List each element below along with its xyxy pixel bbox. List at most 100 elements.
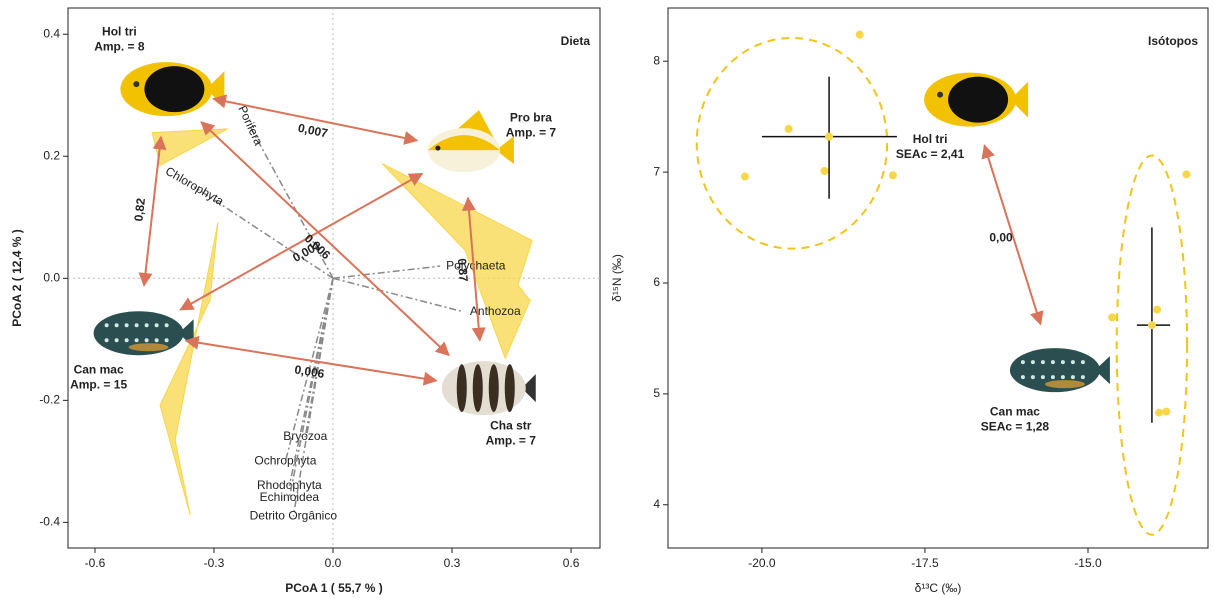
x-tick-label: 0.3: [444, 556, 461, 570]
fish-part: [1031, 375, 1035, 379]
fish-part: [105, 338, 109, 342]
fish-part: [1041, 360, 1045, 364]
group-label: Amp. = 7: [486, 433, 537, 447]
x-tick-label: -0.3: [204, 556, 225, 570]
group-label: Amp. = 7: [506, 125, 557, 139]
point: [1108, 313, 1116, 321]
fish-part: [144, 66, 204, 112]
fish-part: [155, 338, 159, 342]
fish-part: [165, 323, 169, 327]
group-name: Can mac: [74, 362, 124, 376]
fish-part: [125, 338, 129, 342]
fish-part: [129, 343, 169, 351]
mean-point: [825, 133, 833, 141]
group-name: Cha str: [490, 418, 532, 432]
group-name: Hol tri: [913, 132, 948, 146]
link-label: 0,007: [297, 121, 330, 141]
y-tick-label: 0.2: [43, 148, 60, 162]
fish-part: [1021, 360, 1025, 364]
link-label: 0,00: [989, 231, 1013, 245]
panel-title: Dieta: [561, 34, 591, 48]
fish-part: [115, 338, 119, 342]
fish-part: [105, 323, 109, 327]
point: [741, 173, 749, 181]
loading-label: Porifera: [235, 103, 266, 147]
hull: [152, 129, 228, 166]
link-label: 0,006: [294, 362, 326, 381]
point: [785, 125, 793, 133]
fish-part: [1041, 375, 1045, 379]
fish-icon: [1010, 348, 1110, 392]
fish-part: [1051, 375, 1055, 379]
fish-part: [133, 81, 139, 87]
point: [889, 171, 897, 179]
y-tick-label: 8: [653, 53, 660, 67]
fish-part: [1071, 360, 1075, 364]
y-tick-label: 0.0: [43, 270, 60, 284]
y-tick-label: 6: [653, 275, 660, 289]
y-tick-label: 5: [653, 386, 660, 400]
link-label: 0,82: [131, 197, 148, 222]
fish-part: [115, 323, 119, 327]
group-label: Amp. = 8: [94, 39, 145, 53]
hull: [160, 222, 218, 515]
point: [1162, 408, 1170, 416]
point: [1182, 170, 1190, 178]
y-tick-label: -0.4: [39, 515, 60, 529]
loading-label: Detrito Orgânico: [250, 508, 338, 522]
fish-icon: [94, 311, 194, 355]
link-arrow: [201, 122, 448, 355]
fish-part: [1031, 360, 1035, 364]
figure: -0.6 -0.3 0.0 0.3 0.6 -0.4 -0.2 0.0 0.2 0.4 PCoA 1…: [0, 0, 1214, 598]
fish-icon: [428, 110, 514, 172]
y-axis-label: δ¹⁵N (‰): [610, 254, 624, 302]
group-name: Hol tri: [102, 24, 137, 38]
y-tick-label: 7: [653, 164, 660, 178]
x-tick-label: 0.6: [563, 556, 580, 570]
fish-part: [1045, 380, 1085, 388]
group-name: Can mac: [990, 404, 1040, 418]
y-tick-label: 4: [653, 497, 660, 511]
x-tick-label: 0.0: [325, 556, 342, 570]
x-axis-label: PCoA 1 ( 55,7 % ): [285, 581, 383, 595]
x-tick-label: -17.5: [911, 556, 939, 570]
point: [1153, 306, 1161, 314]
fish-icon: [120, 62, 224, 116]
fish-part: [1061, 360, 1065, 364]
fish-icon: [924, 73, 1028, 127]
fish-part: [489, 364, 499, 412]
x-axis-label: δ¹³C (‰): [915, 581, 962, 595]
loading-vector: [333, 266, 440, 278]
loading-label: Chlorophyta: [163, 164, 226, 209]
fish-part: [1071, 375, 1075, 379]
fish-part: [1021, 375, 1025, 379]
fish-part: [135, 338, 139, 342]
y-tick-label: -0.2: [39, 393, 60, 407]
fish-part: [937, 92, 943, 98]
fish-part: [165, 338, 169, 342]
ellipse: [697, 38, 887, 249]
group-name: Pro bra: [510, 110, 552, 124]
fish-icon: [442, 361, 536, 415]
fish-part: [1081, 360, 1085, 364]
mean-point: [1148, 321, 1156, 329]
fish-part: [435, 146, 440, 151]
fish-part: [135, 323, 139, 327]
group-label: Amp. = 15: [70, 377, 127, 391]
fish-part: [1051, 360, 1055, 364]
group-label: SEAc = 2,41: [896, 147, 965, 161]
point: [1155, 409, 1163, 417]
loading-label: Ochrophyta: [254, 454, 316, 468]
x-tick-label: -20.0: [748, 556, 776, 570]
y-tick-label: 0.4: [43, 26, 60, 40]
point: [821, 167, 829, 175]
fish-part: [125, 323, 129, 327]
x-tick-label: -0.6: [85, 556, 106, 570]
fish-part: [155, 323, 159, 327]
fish-part: [145, 338, 149, 342]
fish-part: [1061, 375, 1065, 379]
link-label: 0,87: [455, 258, 471, 283]
panel-title: Isótopos: [1148, 34, 1198, 48]
fish-part: [948, 77, 1008, 123]
x-tick-label: -15.0: [1074, 556, 1102, 570]
